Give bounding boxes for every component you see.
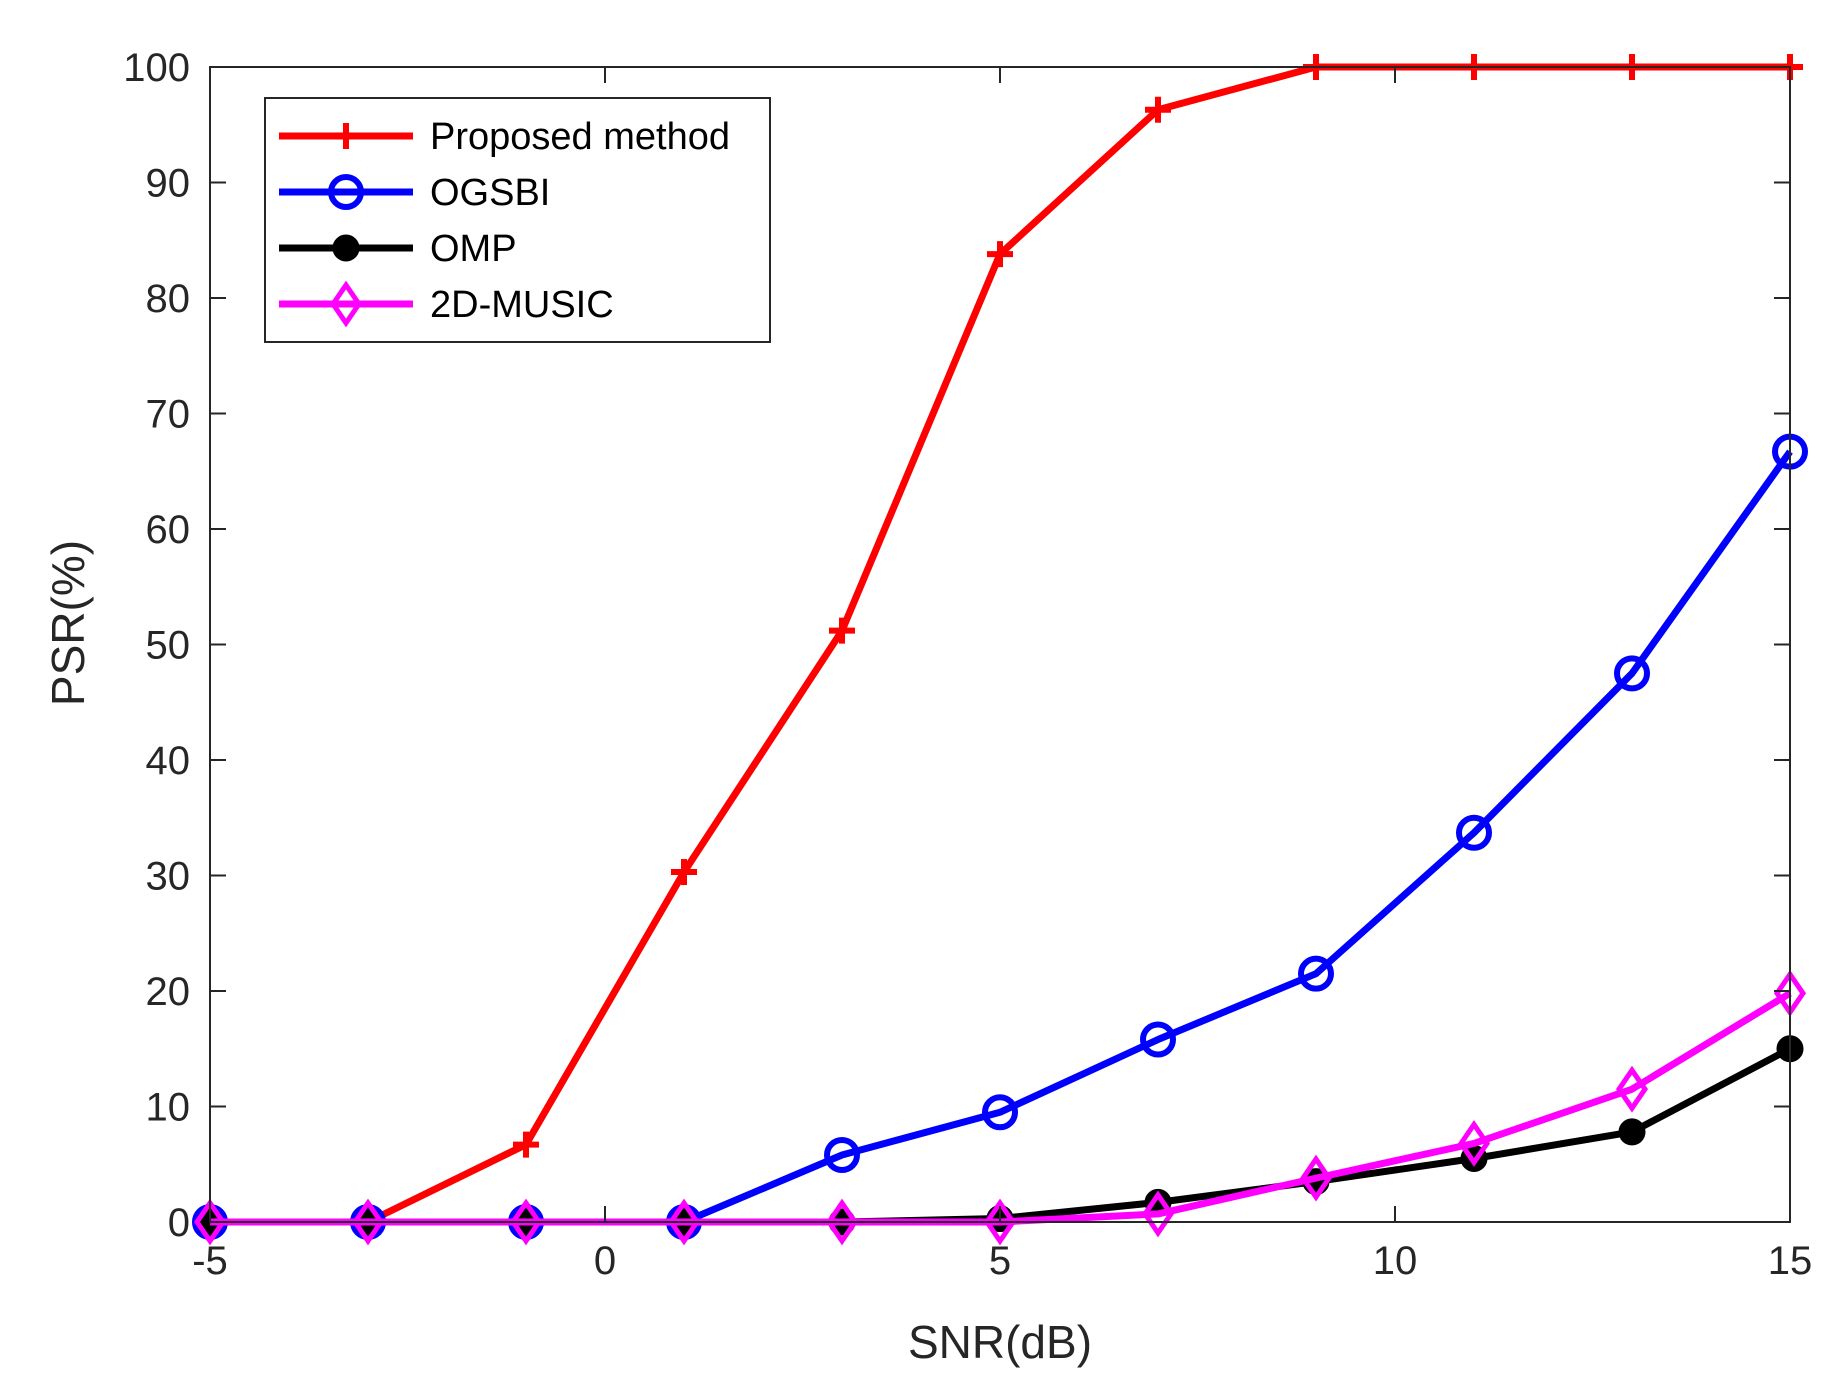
data-point-2d-music [825, 1198, 859, 1246]
data-point-ogsbi [1614, 655, 1650, 692]
y-tick-label: 50 [146, 624, 191, 668]
data-point-2d-music [1299, 1154, 1333, 1202]
legend: Proposed method OGSBI OMP 2D-MUSIC [264, 97, 771, 343]
x-tick-label: -5 [192, 1239, 228, 1283]
x-tick-label: 15 [1768, 1239, 1813, 1283]
y-tick-label: 30 [146, 855, 191, 899]
data-point-ogsbi [1298, 955, 1334, 992]
data-point-2d-music [509, 1198, 543, 1246]
legend-marker-2d-music [329, 280, 363, 328]
data-point-2d-music [1615, 1065, 1649, 1113]
data-point-2d-music [1457, 1120, 1491, 1167]
legend-entry-omp: OMP [279, 228, 517, 270]
legend-marker-omp [332, 234, 360, 262]
y-tick-label: 80 [146, 277, 191, 321]
legend-entry-2d-music: 2D-MUSIC [279, 280, 614, 328]
x-tick-label: 5 [989, 1239, 1011, 1283]
data-point-2d-music [193, 1198, 227, 1246]
y-tick-label: 100 [123, 46, 190, 90]
data-point-2d-music [983, 1198, 1017, 1246]
legend-marker-proposed-method [333, 123, 359, 149]
y-tick-label: 40 [146, 739, 191, 783]
data-point-2d-music [667, 1198, 701, 1246]
data-point-ogsbi [824, 1137, 860, 1174]
data-point-omp [1618, 1118, 1646, 1146]
legend-label-2d-music: 2D-MUSIC [430, 284, 614, 326]
y-tick-label: 70 [146, 393, 191, 437]
data-point-proposed-method [1145, 96, 1171, 123]
y-tick-label: 60 [146, 508, 191, 552]
data-point-proposed-method [829, 617, 855, 644]
x-tick-label: 0 [594, 1239, 616, 1283]
legend-entry-proposed-method: Proposed method [279, 116, 730, 158]
y-tick-label: 0 [168, 1201, 190, 1245]
y-tick-label: 20 [146, 970, 191, 1014]
data-point-2d-music [351, 1198, 385, 1246]
data-point-proposed-method [987, 241, 1013, 268]
data-point-proposed-method [671, 859, 697, 886]
legend-label-omp: OMP [430, 228, 517, 270]
data-point-proposed-method [513, 1131, 539, 1158]
legend-label-proposed-method: Proposed method [430, 116, 730, 158]
legend-marker-ogsbi [328, 174, 364, 210]
x-tick-label: 10 [1373, 1239, 1418, 1283]
x-axis-title: SNR(dB) [908, 1316, 1092, 1368]
legend-label-ogsbi: OGSBI [430, 172, 550, 214]
y-tick-label: 10 [146, 1086, 191, 1130]
y-axis-title: PSR(%) [42, 540, 94, 706]
legend-entry-ogsbi: OGSBI [279, 172, 550, 214]
data-point-ogsbi [982, 1094, 1018, 1131]
data-point-ogsbi [1456, 814, 1492, 851]
data-point-ogsbi [1140, 1021, 1176, 1058]
data-point-2d-music [1141, 1190, 1175, 1238]
y-tick-label: 90 [146, 162, 191, 206]
